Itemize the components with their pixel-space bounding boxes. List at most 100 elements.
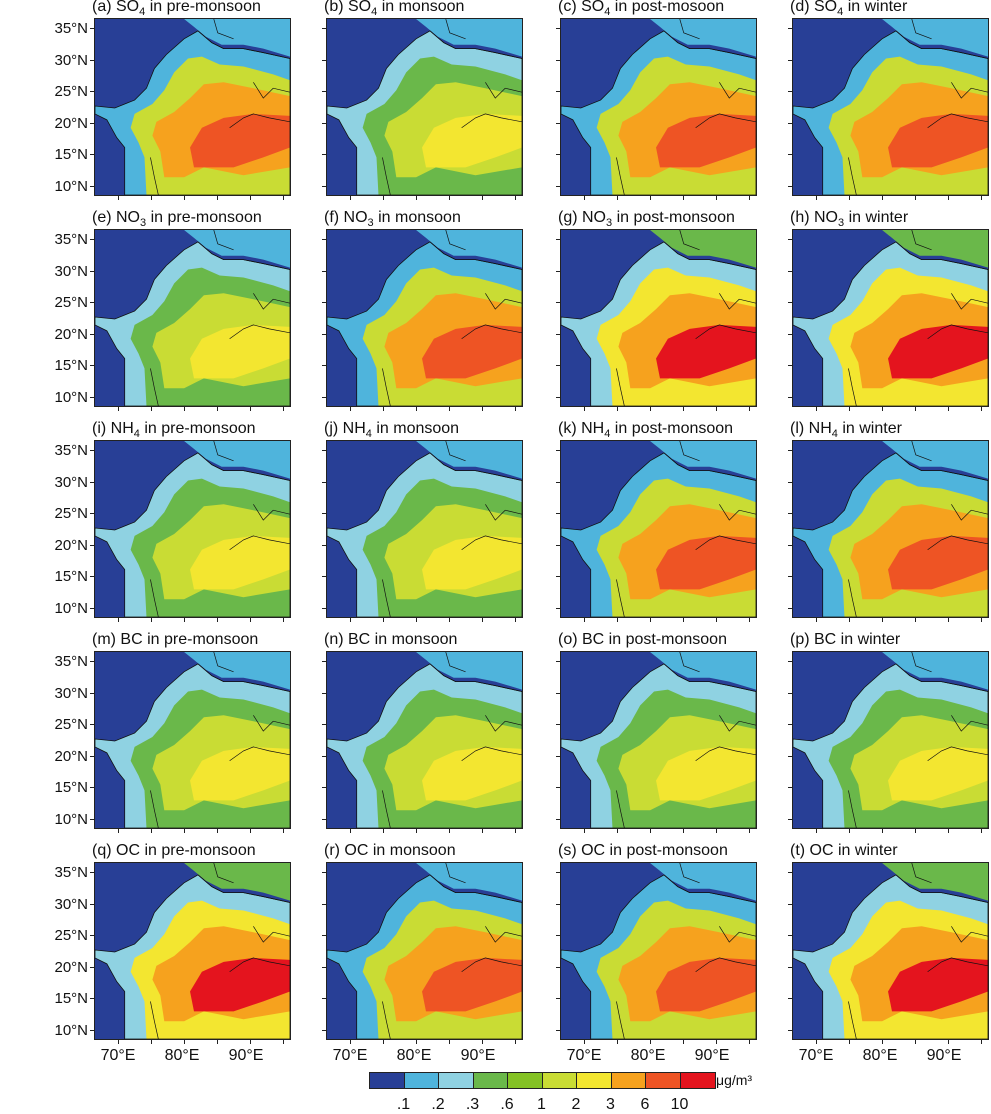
lat-tick bbox=[322, 365, 326, 366]
lat-tick bbox=[322, 513, 326, 514]
tibet-region bbox=[184, 441, 290, 479]
lon-tick bbox=[383, 407, 384, 411]
lon-tick bbox=[449, 196, 450, 200]
map-panel bbox=[792, 651, 989, 829]
lon-tick bbox=[683, 1040, 684, 1044]
lat-tick bbox=[322, 302, 326, 303]
tibet-region bbox=[650, 19, 756, 57]
lon-tick bbox=[981, 1040, 982, 1044]
lon-label: 80°E bbox=[630, 1047, 666, 1064]
lon-tick bbox=[482, 196, 483, 200]
lat-label: 20°N bbox=[54, 536, 88, 554]
panel-title: (l) NH4 in winter bbox=[790, 420, 902, 441]
lat-tick bbox=[788, 185, 792, 187]
panel-title: (k) NH4 in post-monsoon bbox=[558, 420, 734, 441]
lat-tick bbox=[556, 692, 560, 694]
lon-tick bbox=[981, 618, 982, 622]
lat-tick bbox=[90, 755, 94, 757]
lon-tick bbox=[816, 618, 817, 622]
borders bbox=[150, 441, 290, 617]
lat-tick bbox=[556, 365, 560, 366]
map-panel bbox=[792, 18, 989, 196]
lat-label: 15°N bbox=[54, 779, 88, 796]
lat-tick bbox=[556, 450, 560, 451]
lat-tick bbox=[788, 818, 792, 820]
lat-tick bbox=[322, 1029, 326, 1031]
lat-tick bbox=[556, 154, 560, 155]
lon-tick bbox=[515, 829, 516, 833]
borders bbox=[848, 230, 988, 406]
map-panel bbox=[792, 229, 989, 407]
lon-tick bbox=[118, 829, 119, 833]
lat-tick bbox=[90, 333, 94, 335]
lat-tick bbox=[322, 935, 326, 936]
lat-tick bbox=[788, 998, 792, 999]
concentration-peak bbox=[422, 746, 522, 801]
borders bbox=[150, 652, 290, 828]
lon-tick bbox=[184, 1040, 185, 1044]
lon-tick bbox=[350, 829, 351, 833]
colorbar-label: 6 bbox=[640, 1096, 650, 1113]
lon-tick bbox=[948, 829, 949, 833]
lat-tick bbox=[556, 576, 560, 577]
tibet-region bbox=[650, 230, 756, 268]
map-panel bbox=[792, 440, 989, 618]
map-panel bbox=[560, 862, 757, 1040]
lat-label: 15°N bbox=[54, 146, 88, 163]
lon-label: 90°E bbox=[228, 1047, 264, 1064]
lon-tick bbox=[449, 829, 450, 833]
tibet-region bbox=[184, 652, 290, 690]
lat-tick bbox=[322, 544, 326, 546]
lon-tick bbox=[849, 618, 850, 622]
lat-tick bbox=[322, 903, 326, 905]
concentration-peak bbox=[888, 746, 988, 801]
lon-tick bbox=[250, 407, 251, 411]
lat-tick bbox=[556, 787, 560, 788]
lat-tick bbox=[322, 481, 326, 483]
lon-tick bbox=[650, 407, 651, 411]
lon-tick bbox=[350, 196, 351, 200]
lon-label: 80°E bbox=[862, 1047, 898, 1064]
lon-tick bbox=[250, 618, 251, 622]
lon-tick bbox=[915, 1040, 916, 1044]
lat-tick bbox=[556, 544, 560, 546]
lon-tick bbox=[584, 407, 585, 411]
map-panel bbox=[560, 440, 757, 618]
lon-tick bbox=[915, 196, 916, 200]
lat-tick bbox=[556, 185, 560, 187]
lat-tick bbox=[556, 755, 560, 757]
lon-label: 70°E bbox=[100, 1047, 136, 1064]
borders bbox=[382, 863, 522, 1039]
panel-title: (s) OC in post-monsoon bbox=[558, 842, 728, 859]
panel-title: (j) NH4 in monsoon bbox=[324, 420, 460, 441]
lat-tick bbox=[556, 91, 560, 92]
lat-label: 25°N bbox=[54, 294, 88, 311]
lat-tick bbox=[788, 872, 792, 873]
tibet-region bbox=[184, 19, 290, 57]
lon-tick bbox=[981, 196, 982, 200]
lat-tick bbox=[322, 333, 326, 335]
lat-tick bbox=[322, 91, 326, 92]
borders bbox=[382, 441, 522, 617]
lat-tick bbox=[322, 998, 326, 999]
lat-label: 10°N bbox=[54, 810, 88, 828]
lat-tick bbox=[322, 692, 326, 694]
lat-tick bbox=[556, 903, 560, 905]
lat-label: 20°N bbox=[54, 958, 88, 976]
colorbar-label: 3 bbox=[606, 1096, 615, 1113]
lat-label: 10°N bbox=[54, 599, 88, 617]
lat-tick bbox=[322, 966, 326, 968]
tibet-region bbox=[416, 863, 522, 901]
lon-tick bbox=[849, 407, 850, 411]
lat-tick bbox=[90, 607, 94, 609]
lat-label: 20°N bbox=[54, 747, 88, 765]
lon-tick bbox=[118, 407, 119, 411]
lon-tick bbox=[650, 196, 651, 200]
lat-tick bbox=[322, 396, 326, 398]
lat-tick bbox=[556, 481, 560, 483]
lat-tick bbox=[556, 28, 560, 29]
panel-title: (f) NO3 in monsoon bbox=[324, 209, 461, 230]
lon-tick bbox=[383, 618, 384, 622]
panel-title: (n) BC in monsoon bbox=[324, 631, 458, 648]
lat-tick bbox=[90, 935, 94, 936]
